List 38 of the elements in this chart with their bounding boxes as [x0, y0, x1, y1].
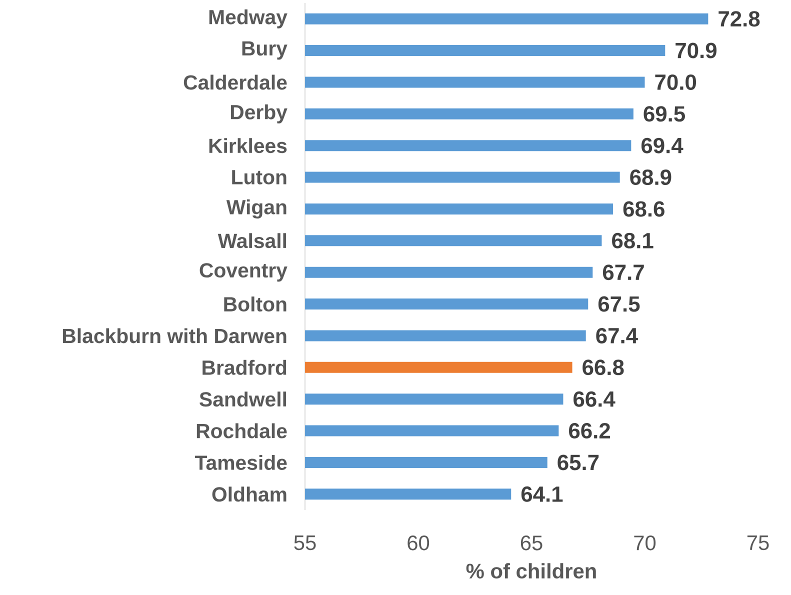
- y-tick-label: Wigan: [226, 199, 286, 219]
- data-label: 66.4: [574, 391, 616, 407]
- y-tick-label: Bradford: [202, 360, 286, 375]
- data-label: 69.4: [641, 138, 684, 154]
- x-tick-label: 75: [747, 536, 769, 550]
- y-tick-label: Rochdale: [196, 423, 287, 438]
- data-label: 65.7: [558, 454, 599, 470]
- data-label: 67.4: [596, 328, 638, 344]
- y-tick-label: Tameside: [195, 454, 287, 470]
- y-tick-label: Blackburn with Darwen: [63, 328, 286, 344]
- data-label: 70.0: [655, 74, 696, 90]
- y-tick-label: Bury: [242, 41, 288, 60]
- data-label: 70.9: [676, 42, 716, 58]
- y-tick-label: Walsall: [218, 233, 286, 248]
- x-tick-label: 60: [408, 536, 430, 550]
- data-label: 68.6: [623, 201, 664, 217]
- y-tick-label: Kirklees: [209, 138, 287, 154]
- y-tick-label: Sandwell: [200, 392, 286, 407]
- x-tick-label: 70: [634, 536, 656, 550]
- y-tick-label: Oldham: [212, 486, 286, 502]
- x-axis-title: % of children: [466, 563, 596, 579]
- data-label: 69.5: [644, 106, 685, 122]
- data-label: 64.1: [521, 486, 563, 502]
- data-label: 68.1: [612, 232, 654, 248]
- y-tick-label: Luton: [232, 170, 286, 184]
- y-tick-label: Calderdale: [184, 74, 287, 90]
- y-tick-label: Derby: [230, 104, 288, 124]
- data-label: 66.2: [569, 423, 610, 439]
- y-tick-label: Medway: [209, 9, 288, 28]
- y-tick-label: Bolton: [224, 296, 286, 312]
- y-tick-label: Coventry: [200, 263, 288, 282]
- data-label: 67.7: [602, 264, 644, 280]
- data-label: 68.9: [630, 170, 672, 186]
- data-label: 66.8: [582, 360, 624, 376]
- data-label: 72.8: [718, 11, 760, 27]
- x-tick-label: 55: [294, 536, 316, 550]
- x-tick-label: 65: [520, 536, 542, 550]
- data-label: 67.5: [598, 296, 640, 312]
